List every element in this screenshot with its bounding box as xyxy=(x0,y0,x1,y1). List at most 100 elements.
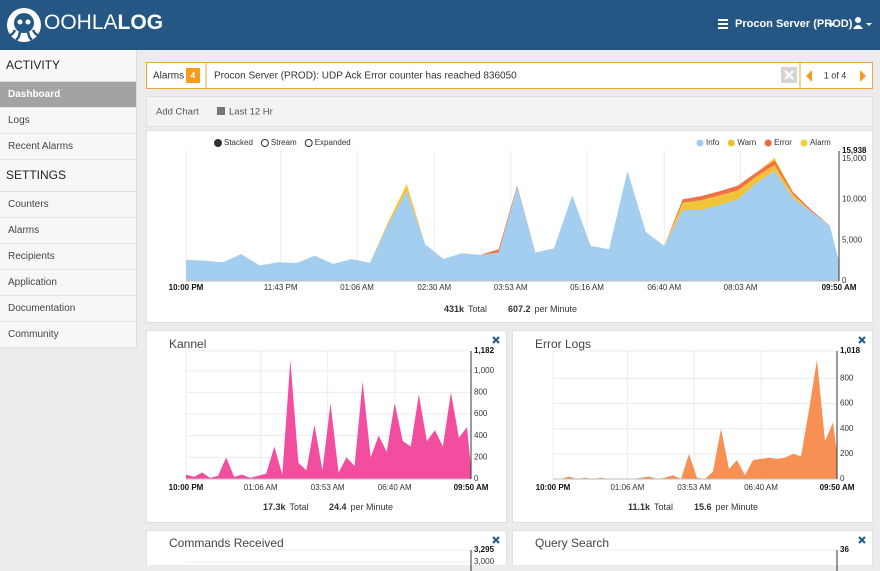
logo-eye xyxy=(25,19,31,25)
caret xyxy=(829,23,835,26)
x-tick-label: 01:06 AM xyxy=(244,483,278,492)
toolbar-graphics: Add Chart Last 12 Hr xyxy=(156,107,273,118)
mode-radio[interactable] xyxy=(260,139,269,147)
total-label: Total xyxy=(468,304,487,314)
x-tick-label: 03:53 AM xyxy=(677,483,711,492)
rate-label: per Minute xyxy=(716,502,759,512)
brand[interactable]: OOHLALOG xyxy=(44,11,163,34)
nav-item[interactable]: Community xyxy=(0,322,136,348)
y-tick-label: 36 xyxy=(840,545,849,554)
total-value: 431k xyxy=(444,304,465,314)
y-tick-label: 800 xyxy=(474,387,488,396)
x-tick-label: 10:00 PM xyxy=(169,483,204,492)
legend-label: Info xyxy=(706,138,720,147)
nav-item[interactable]: Logs xyxy=(0,108,136,134)
x-tick-label: 10:00 PM xyxy=(169,283,204,292)
x-tick-label: 05:16 AM xyxy=(570,283,604,292)
toolbar: Add Chart Last 12 Hr xyxy=(146,96,873,127)
logo-eye xyxy=(17,19,23,25)
mode-label: Stacked xyxy=(224,138,253,147)
x-tick-label: 09:50 AM xyxy=(820,483,855,492)
prev-alarm[interactable] xyxy=(806,70,812,82)
total-label: Total xyxy=(654,502,673,512)
total: 11.1k Total xyxy=(628,502,673,512)
brand-a: OOHLA xyxy=(44,11,118,34)
caret xyxy=(866,23,872,26)
server-menu[interactable]: Procon Server (PROD) xyxy=(735,18,853,30)
rate-value: 15.6 xyxy=(694,502,712,512)
total-value: 17.3k xyxy=(263,502,287,512)
total: 431k Total xyxy=(444,304,487,314)
x-tick-label: 06:40 AM xyxy=(744,483,778,492)
mode-label: Expanded xyxy=(315,138,351,147)
y-tick-label: 600 xyxy=(840,399,854,408)
y-tick-label: 800 xyxy=(840,374,854,383)
y-tick-label: 400 xyxy=(840,424,854,433)
total-label: Total xyxy=(290,502,309,512)
server-icon xyxy=(718,27,728,29)
nav-item[interactable]: Counters xyxy=(0,192,136,218)
nav-item[interactable]: Recent Alarms xyxy=(0,134,136,160)
chart: Error Logs 10:00 PM 01:06 AM 03:53 AM 06:40 … xyxy=(535,336,866,512)
area xyxy=(553,359,837,479)
total: 17.3k Total xyxy=(263,502,309,512)
y-tick-label: 1,018 xyxy=(840,346,861,355)
x-tick-label: 09:50 AM xyxy=(454,483,489,492)
x-tick-label: 03:53 AM xyxy=(311,483,345,492)
y-tick-label: 15,938 xyxy=(842,146,867,155)
chart-title: Error Logs xyxy=(535,337,591,351)
remove-chart[interactable] xyxy=(858,536,866,544)
server-icon xyxy=(718,19,728,21)
nav-item[interactable]: Alarms xyxy=(0,218,136,244)
y-tick-label: 10,000 xyxy=(842,195,867,204)
range-picker[interactable]: Last 12 Hr xyxy=(229,107,273,118)
add-chart[interactable]: Add Chart xyxy=(156,107,199,118)
calendar-icon xyxy=(217,107,225,115)
remove-chart[interactable] xyxy=(858,336,866,344)
chart-title: Query Search xyxy=(535,536,609,550)
x-tick-label: 10:00 PM xyxy=(536,483,571,492)
chart-panel: Query Search 36 xyxy=(512,530,873,571)
nav-item[interactable]: Dashboard xyxy=(0,82,136,108)
y-tick-label: 3,000 xyxy=(474,557,495,566)
alarm-badge xyxy=(186,68,200,83)
next-alarm[interactable] xyxy=(860,70,866,82)
rate: 24.4 per Minute xyxy=(329,502,393,512)
legend-swatch xyxy=(764,139,772,147)
legend-swatch xyxy=(800,139,808,147)
alarm-label[interactable]: Alarms xyxy=(153,71,184,82)
mode-radio[interactable] xyxy=(214,139,222,147)
y-tick-label: 5,000 xyxy=(842,235,863,244)
alarm-pager: 1 of 4 xyxy=(824,70,847,80)
total-value: 11.1k xyxy=(628,502,651,512)
user-icon[interactable] xyxy=(855,17,861,23)
server-icon xyxy=(718,23,728,25)
y-tick-label: 0 xyxy=(840,474,845,483)
legend-label: Warn xyxy=(737,138,756,147)
alarm-count: 4 xyxy=(191,71,196,80)
chart-panel: Error Logs 10:00 PM 01:06 AM 03:53 AM 06:40 … xyxy=(512,330,873,523)
alarm-graphics: Alarms 4 Procon Server (PROD): UDP Ack E… xyxy=(153,63,866,88)
remove-chart[interactable] xyxy=(492,536,500,544)
alarm-bar: Alarms 4 Procon Server (PROD): UDP Ack E… xyxy=(146,62,873,89)
nav-item[interactable]: Application xyxy=(0,270,136,296)
nav-item[interactable]: Documentation xyxy=(0,296,136,322)
y-tick-label: 400 xyxy=(474,431,488,440)
mode-radio[interactable] xyxy=(304,139,313,147)
rate-label: per Minute xyxy=(535,304,578,314)
top-bar: OOHLALOG Procon Server (PROD) xyxy=(0,0,880,50)
x-tick-label: 06:40 AM xyxy=(647,283,681,292)
main-chart-panel: 10:00 PM 11:43 PM 01:06 AM 02:30 AM 03:53 AM… xyxy=(146,130,873,323)
y-tick-label: 3,295 xyxy=(474,545,495,554)
nav-item[interactable]: Recipients xyxy=(0,244,136,270)
y-tick-label: 15,000 xyxy=(842,154,867,163)
rate-value: 607.2 xyxy=(508,304,531,314)
y-tick-label: 1,000 xyxy=(474,366,495,375)
remove-chart[interactable] xyxy=(492,336,500,344)
x-tick-label: 01:06 AM xyxy=(340,283,374,292)
user-icon-body xyxy=(853,25,863,29)
x-tick-label: 06:40 AM xyxy=(378,483,412,492)
close-glyph xyxy=(784,70,794,80)
section-title: SETTINGS xyxy=(0,160,136,192)
